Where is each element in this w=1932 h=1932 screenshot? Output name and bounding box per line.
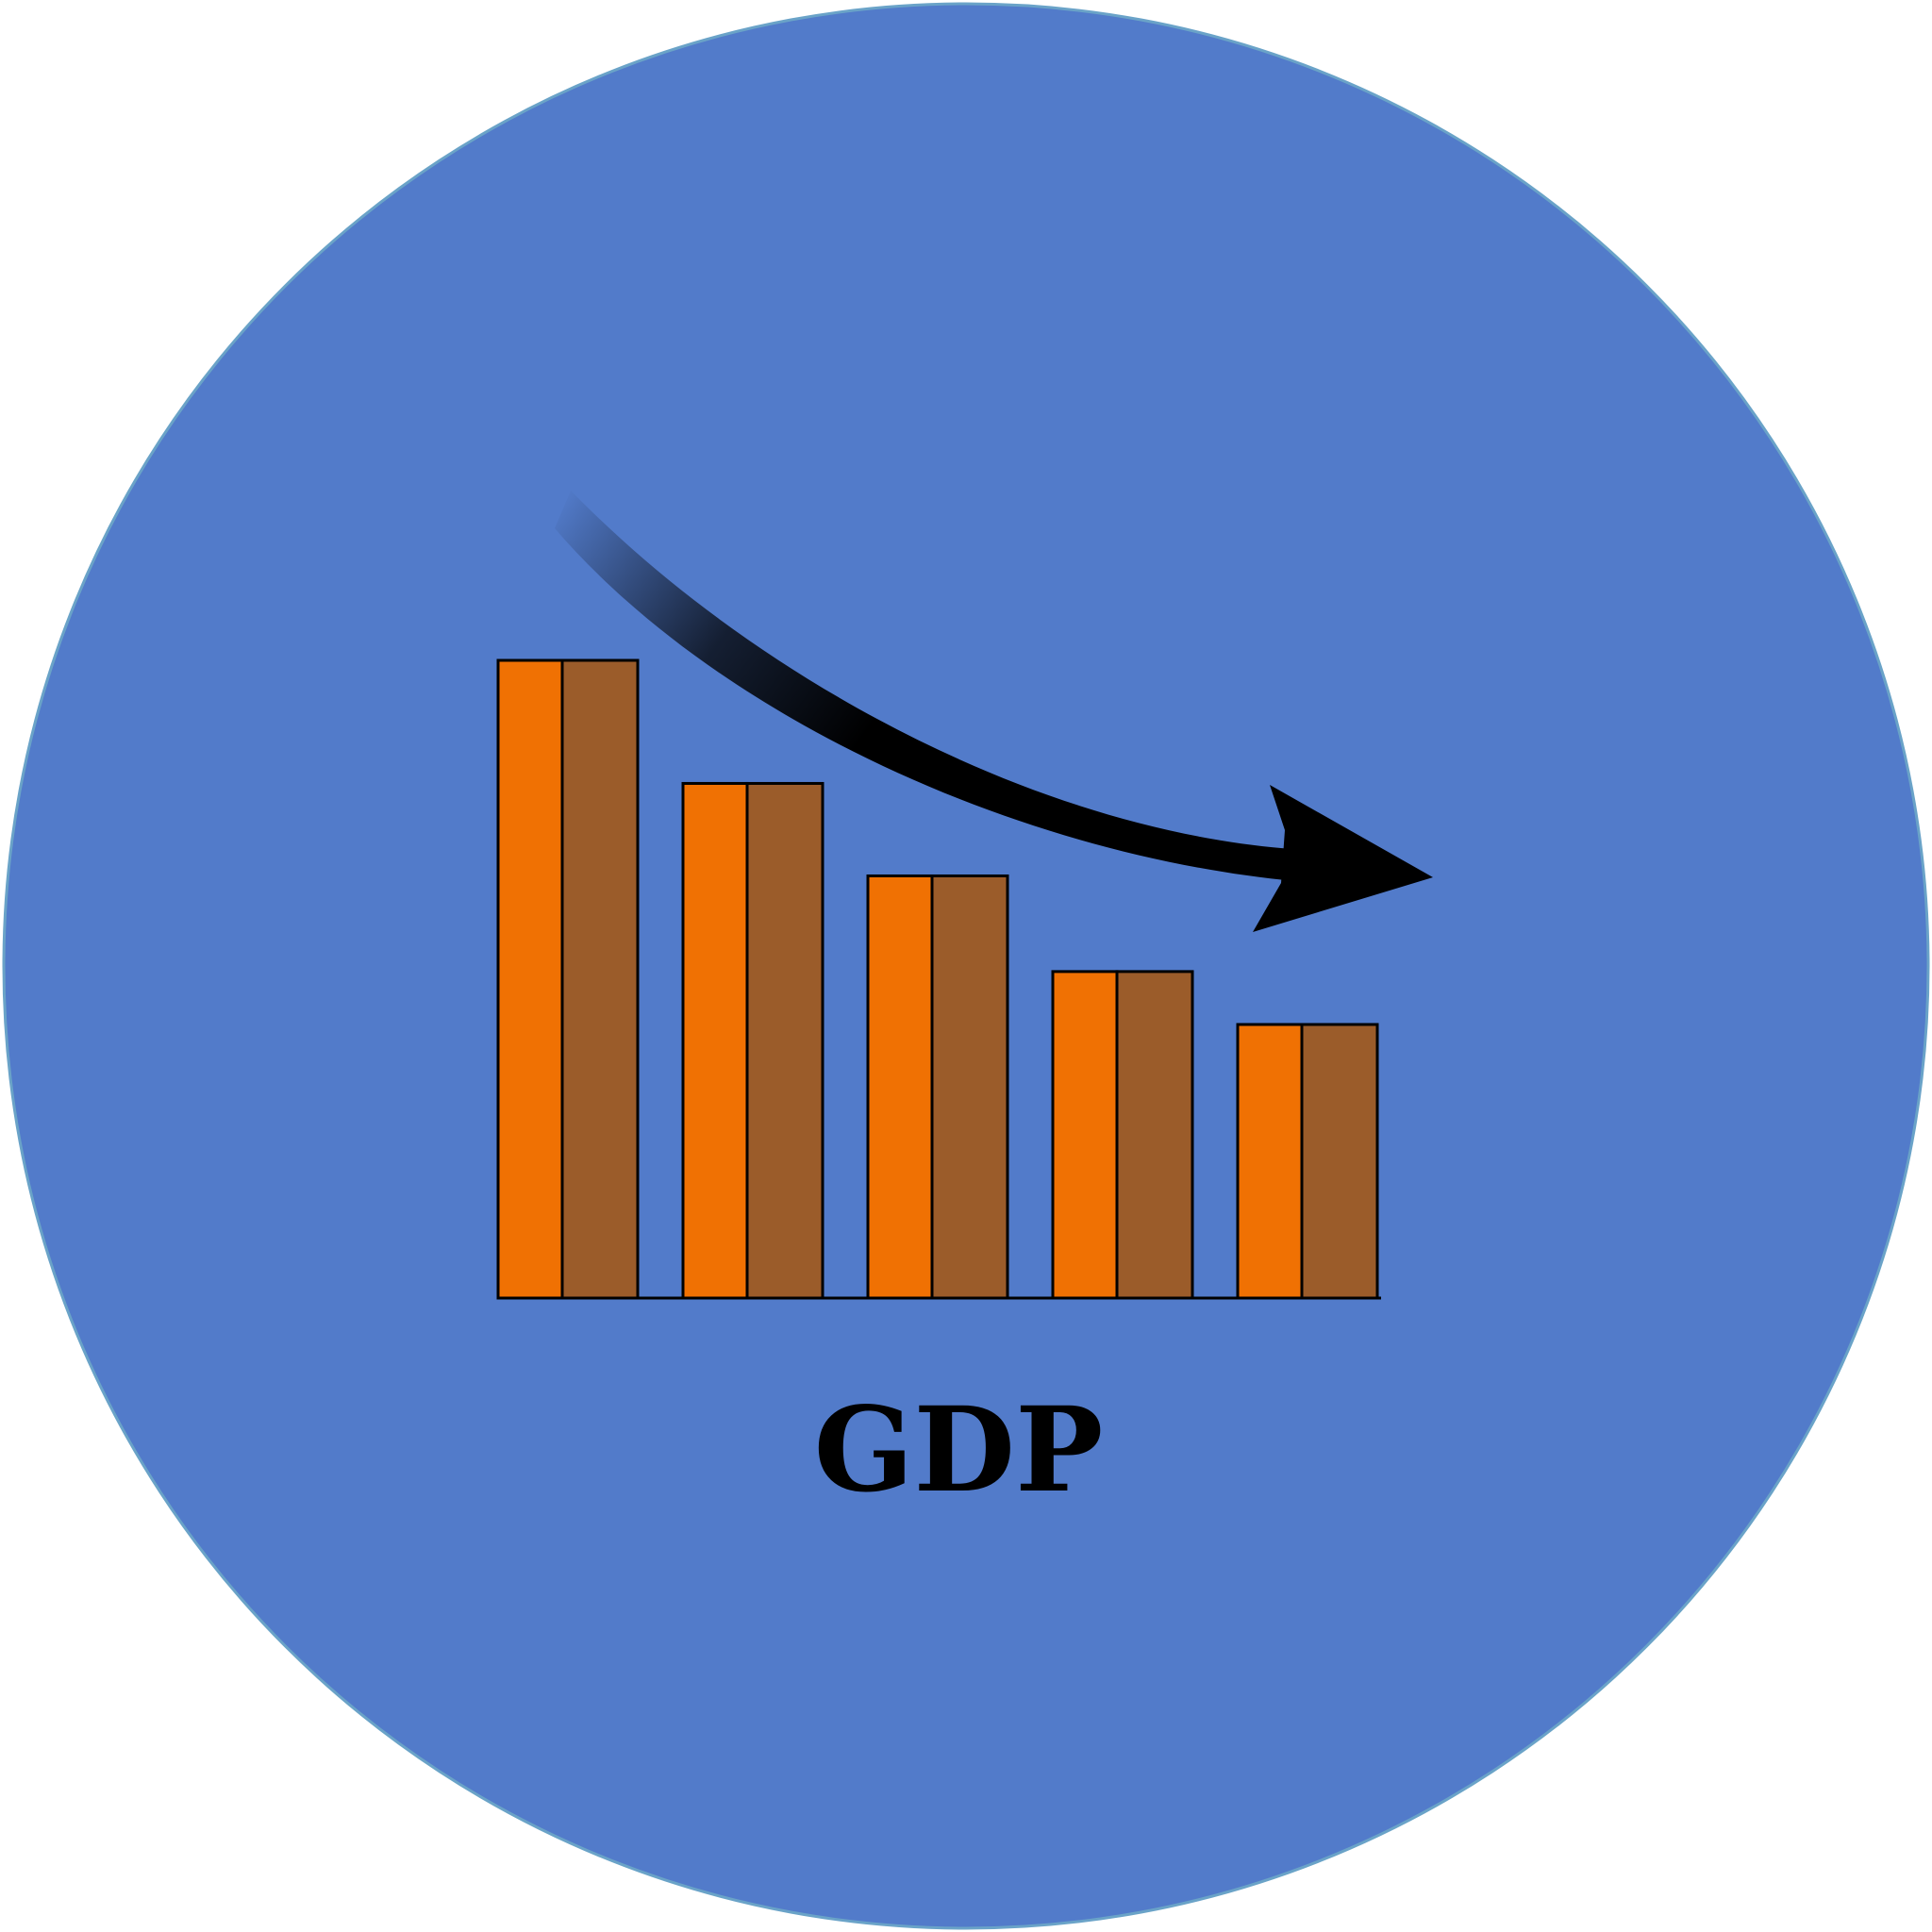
bar-2-side bbox=[745, 781, 824, 1300]
bar-1-side bbox=[560, 658, 640, 1300]
bar-4-front bbox=[1051, 970, 1119, 1300]
bar-5-front bbox=[1236, 1023, 1304, 1300]
bar-2-front bbox=[681, 781, 749, 1300]
bar-3-front bbox=[866, 874, 934, 1300]
bar-1-front bbox=[496, 658, 564, 1300]
trend-arrow-head bbox=[1253, 785, 1433, 932]
trend-arrow-shaft bbox=[555, 491, 1294, 881]
bar-5-side bbox=[1300, 1023, 1379, 1300]
bar-3-side bbox=[930, 874, 1009, 1300]
gdp-label: GDP bbox=[814, 1382, 1104, 1519]
downward-trend-arrow-icon bbox=[555, 491, 1433, 932]
bar-group bbox=[496, 658, 1379, 1300]
bar-4-side bbox=[1115, 970, 1194, 1300]
